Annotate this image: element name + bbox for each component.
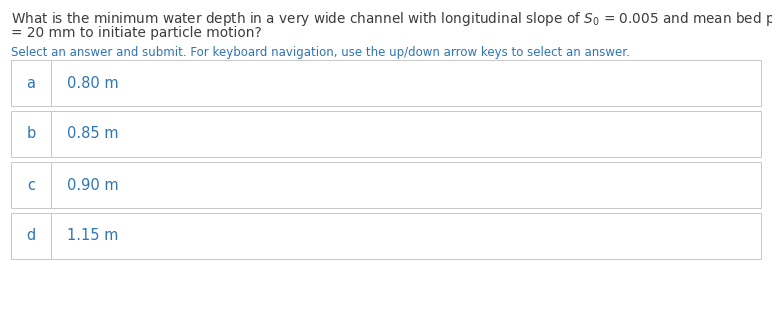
Text: b: b <box>26 126 36 141</box>
Text: Select an answer and submit. For keyboard navigation, use the up/down arrow keys: Select an answer and submit. For keyboar… <box>11 46 630 59</box>
Bar <box>11 213 761 259</box>
Text: 1.15 m: 1.15 m <box>67 228 118 243</box>
Text: What is the minimum water depth in a very wide channel with longitudinal slope o: What is the minimum water depth in a ver… <box>11 10 772 28</box>
Text: c: c <box>27 178 35 193</box>
Text: 0.80 m: 0.80 m <box>67 75 119 91</box>
Bar <box>11 162 761 208</box>
Bar <box>11 111 761 157</box>
Text: 0.85 m: 0.85 m <box>67 126 118 141</box>
Bar <box>11 60 761 106</box>
Text: 0.90 m: 0.90 m <box>67 178 119 193</box>
Text: = 20 mm to initiate particle motion?: = 20 mm to initiate particle motion? <box>11 26 262 40</box>
Text: d: d <box>26 228 36 243</box>
Text: a: a <box>26 75 36 91</box>
